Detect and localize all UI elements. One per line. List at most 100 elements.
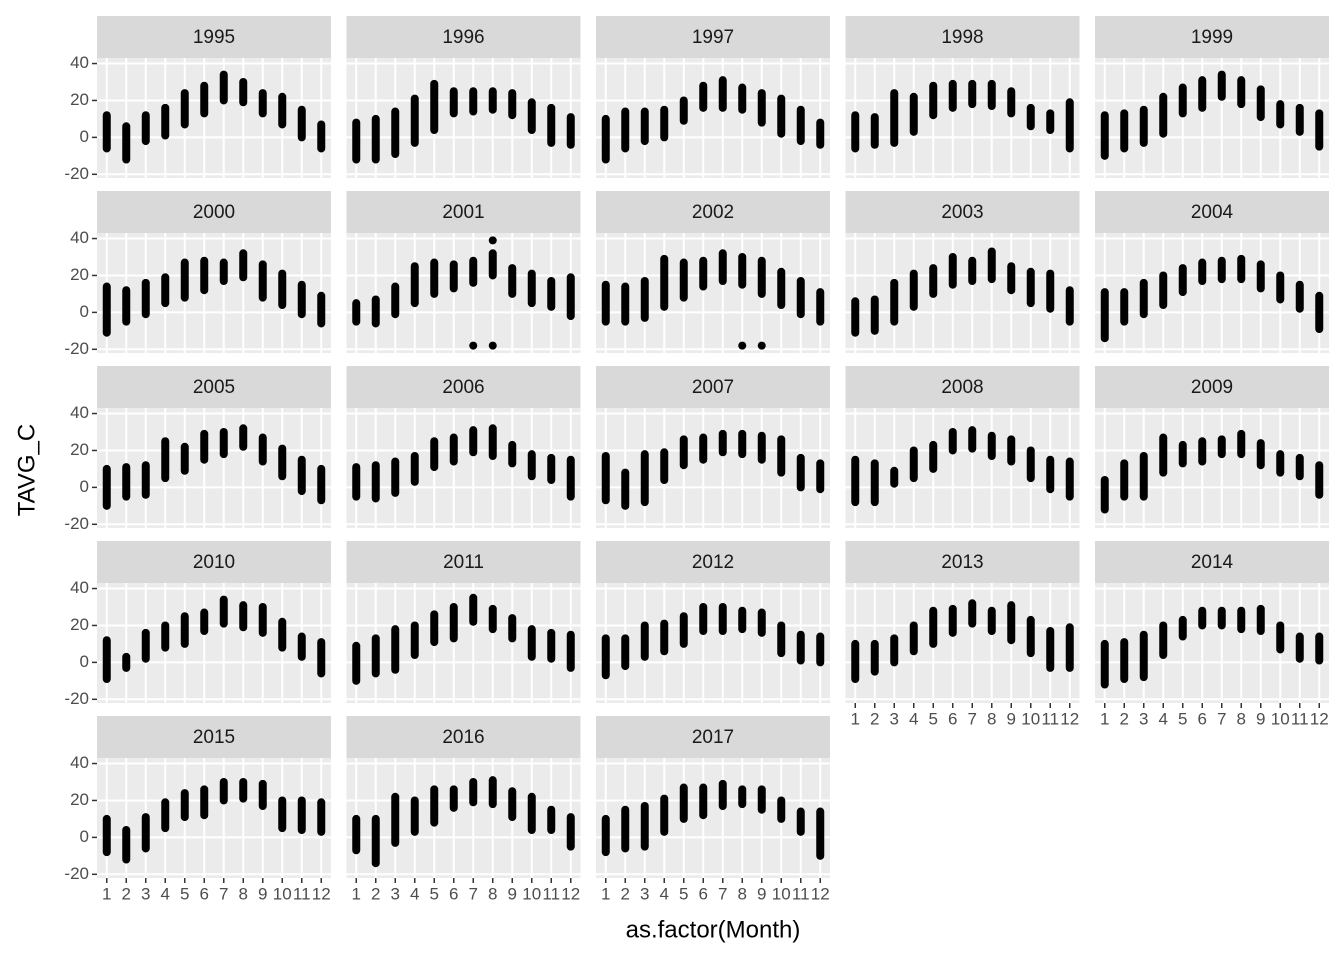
- x-tick-label: 4: [909, 709, 918, 728]
- strip-label: 2015: [193, 727, 235, 748]
- strip-label: 2000: [193, 202, 235, 223]
- strip-label: 2017: [692, 727, 734, 748]
- x-tick-label: 4: [161, 884, 170, 903]
- x-tick-label: 9: [508, 884, 517, 903]
- x-tick-label: 8: [239, 884, 248, 903]
- strip-label: 2014: [1191, 552, 1234, 573]
- x-tick-label: 2: [621, 884, 630, 903]
- y-tick-label: 20: [70, 90, 89, 109]
- strip-label: 1999: [1191, 27, 1233, 48]
- x-tick-label: 6: [948, 709, 957, 728]
- x-tick-label: 1: [1100, 709, 1109, 728]
- x-tick-label: 8: [488, 884, 497, 903]
- strip-label: 2016: [442, 727, 484, 748]
- y-tick-label: 20: [70, 440, 89, 459]
- y-tick-label: 0: [80, 652, 89, 671]
- panel: [346, 408, 581, 528]
- strip: [596, 541, 830, 583]
- y-axis-title: TAVG_C: [13, 424, 40, 516]
- strip-label: 1997: [692, 27, 734, 48]
- strip: [1095, 191, 1329, 233]
- x-tick-label: 6: [200, 884, 209, 903]
- panel: [845, 583, 1080, 703]
- panel: [596, 758, 830, 878]
- panel: [346, 758, 581, 878]
- strip-label: 1998: [941, 27, 983, 48]
- panel: [97, 583, 331, 703]
- point: [469, 341, 478, 350]
- y-tick-label: 20: [70, 265, 89, 284]
- y-tick-label: -20: [64, 164, 89, 183]
- panel: [596, 408, 830, 528]
- x-tick-label: 11: [1041, 709, 1059, 728]
- strip: [596, 191, 830, 233]
- strip-label: 2003: [941, 202, 983, 223]
- y-tick-label: -20: [64, 514, 89, 533]
- x-tick-label: 9: [757, 884, 766, 903]
- strip: [596, 716, 830, 758]
- x-tick-label: 11: [1291, 709, 1309, 728]
- x-tick-label: 5: [430, 884, 439, 903]
- y-tick-label: 40: [70, 753, 89, 772]
- y-tick-label: 20: [70, 790, 89, 809]
- panel: [1095, 58, 1329, 178]
- x-tick-label: 1: [352, 884, 361, 903]
- y-tick-label: 0: [80, 477, 89, 496]
- x-tick-label: 10: [1271, 709, 1290, 728]
- strip-label: 2009: [1191, 377, 1233, 398]
- y-tick-label: 20: [70, 615, 89, 634]
- strip: [845, 191, 1080, 233]
- x-tick-label: 9: [1256, 709, 1265, 728]
- strip-label: 1996: [442, 27, 484, 48]
- panel: [97, 58, 331, 178]
- strip: [596, 16, 830, 58]
- strip-label: 2006: [442, 377, 484, 398]
- strip: [1095, 366, 1329, 408]
- x-tick-label: 8: [987, 709, 996, 728]
- strip-label: 2002: [692, 202, 734, 223]
- y-tick-label: 0: [80, 827, 89, 846]
- y-tick-label: 40: [70, 578, 89, 597]
- strip: [97, 541, 331, 583]
- y-tick-label: 40: [70, 53, 89, 72]
- x-tick-label: 10: [1021, 709, 1040, 728]
- panel: [1095, 233, 1329, 353]
- panel: [596, 58, 830, 178]
- strip: [346, 541, 581, 583]
- strip-label: 2013: [941, 552, 983, 573]
- panel: [346, 583, 581, 703]
- x-tick-label: 6: [1198, 709, 1207, 728]
- strip: [346, 716, 581, 758]
- x-tick-label: 11: [542, 884, 560, 903]
- panel: [346, 58, 581, 178]
- x-tick-label: 2: [870, 709, 879, 728]
- x-tick-label: 9: [258, 884, 267, 903]
- x-tick-label: 12: [1060, 709, 1079, 728]
- x-tick-label: 2: [1120, 709, 1129, 728]
- strip-label: 2008: [941, 377, 983, 398]
- x-tick-label: 11: [792, 884, 810, 903]
- x-tick-label: 6: [449, 884, 458, 903]
- strip-label: 2011: [443, 552, 484, 573]
- x-tick-label: 9: [1007, 709, 1016, 728]
- x-tick-label: 1: [102, 884, 111, 903]
- x-tick-label: 7: [219, 884, 228, 903]
- strip: [97, 16, 331, 58]
- point: [488, 236, 497, 245]
- x-tick-label: 4: [410, 884, 419, 903]
- panel: [845, 408, 1080, 528]
- x-tick-label: 12: [1310, 709, 1329, 728]
- panel: [1095, 583, 1329, 703]
- point: [757, 341, 766, 350]
- panel: [97, 233, 331, 353]
- x-tick-label: 8: [1237, 709, 1246, 728]
- point: [738, 341, 747, 350]
- panel: [97, 408, 331, 528]
- y-tick-label: -20: [64, 689, 89, 708]
- strip-label: 2012: [692, 552, 734, 573]
- strip: [97, 191, 331, 233]
- x-tick-label: 6: [699, 884, 708, 903]
- strip-label: 2004: [1191, 202, 1234, 223]
- x-tick-label: 7: [718, 884, 727, 903]
- x-tick-label: 7: [968, 709, 977, 728]
